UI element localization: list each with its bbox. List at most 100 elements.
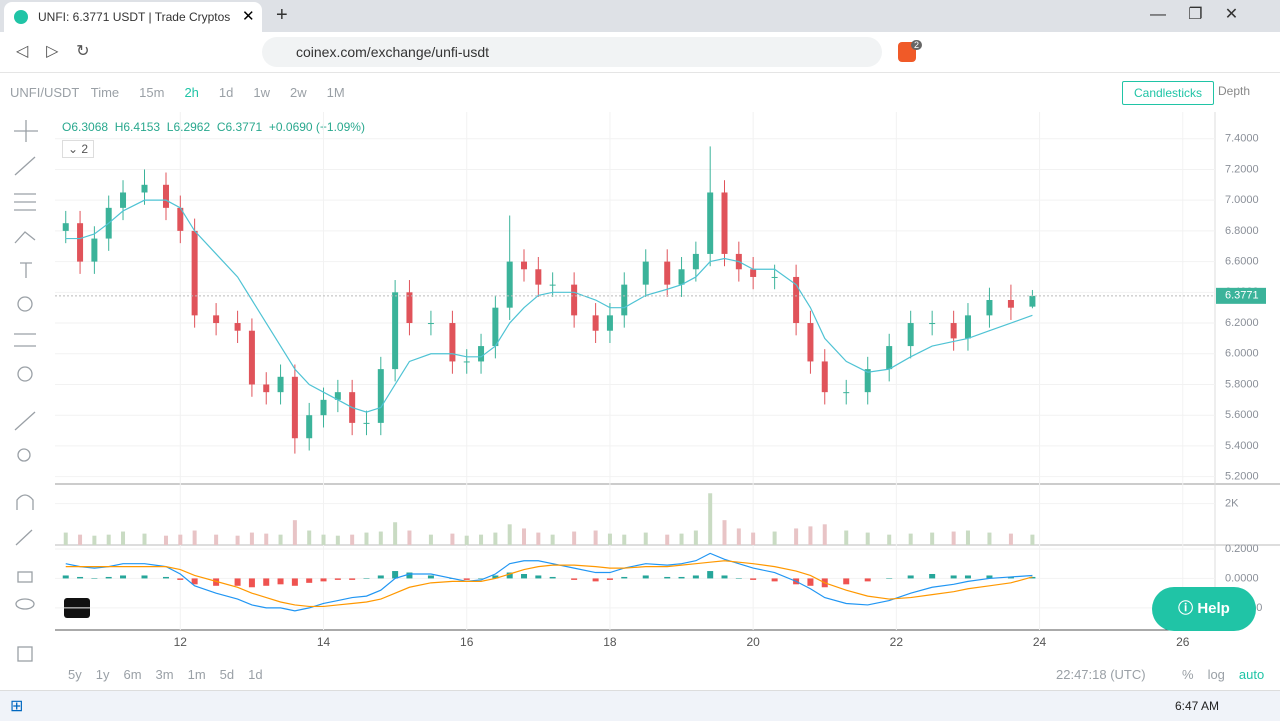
nav-buttons[interactable]: ◁ ▷ ↻ [16, 43, 90, 60]
candle-body [248, 330, 255, 385]
macd-hist-bar [363, 578, 370, 579]
interval[interactable]: 1M [326, 85, 345, 100]
macd-hist-bar [606, 578, 613, 580]
macd-hist-bar [950, 575, 957, 579]
indicator-line [65, 552, 1033, 612]
volume-bar [822, 524, 827, 545]
macd-hist-bar [571, 578, 578, 580]
candle-body [291, 376, 298, 439]
volume-bar [736, 528, 741, 545]
x-tick-label: 16 [460, 635, 474, 649]
view-depth[interactable]: Depth [1218, 84, 1251, 98]
candle-body [177, 207, 184, 231]
interval[interactable]: 15m [139, 85, 165, 100]
macd-hist-bar [664, 576, 671, 579]
macd-hist-bar [750, 578, 757, 580]
y-tick-label: 5.2000 [1225, 471, 1259, 483]
candle-body [521, 261, 528, 270]
volume-bar [192, 530, 197, 545]
range[interactable]: 1y [95, 667, 110, 682]
interval[interactable]: 1w [253, 85, 270, 100]
candle-body [263, 384, 270, 393]
volume-bar [622, 534, 627, 545]
macd-hist-bar [549, 576, 556, 579]
indicator-toggle[interactable]: ⌄ 2 [62, 140, 95, 158]
candle-body [62, 223, 69, 231]
candle-body [621, 284, 628, 316]
range[interactable]: 5y [68, 667, 82, 682]
volume-bar [393, 522, 398, 545]
volume-bar [163, 535, 168, 545]
candle-body [807, 323, 814, 362]
candle-body [664, 261, 671, 285]
interval[interactable]: 2w [290, 85, 307, 100]
volume-bar [142, 533, 147, 545]
scale-option[interactable]: auto [1238, 667, 1265, 682]
macd-hist-bar [62, 575, 69, 579]
range[interactable]: 5d [219, 667, 235, 682]
volume-bar [693, 530, 698, 545]
candle-body [929, 323, 936, 325]
macd-hist-bar [120, 575, 127, 579]
interval[interactable]: Time [90, 85, 120, 100]
candle-body [392, 292, 399, 370]
candle-body [964, 315, 971, 339]
close-tab[interactable]: ✕ [242, 8, 255, 25]
volume-bar [951, 531, 956, 545]
macd-hist-bar [1007, 576, 1014, 579]
volume-bar [887, 534, 892, 545]
new-tab[interactable]: + [276, 4, 288, 26]
candle-body [592, 315, 599, 331]
window-controls[interactable]: — ❐ ✕ [1150, 6, 1239, 23]
macd-hist-bar [320, 578, 327, 582]
candle-body [843, 392, 850, 394]
last-price-box [1216, 287, 1266, 304]
macd-hist-bar [771, 578, 778, 582]
macd-hist-bar [277, 578, 284, 585]
chart-toolbar: UNFI/USDT Time 15m 2h 1d 1w 2w 1M [10, 85, 430, 105]
volume-bar [278, 534, 283, 545]
candle-body [91, 238, 98, 262]
candle-body [363, 422, 370, 424]
range[interactable]: 6m [123, 667, 142, 682]
macd-hist-bar [886, 578, 893, 579]
start[interactable]: ⊞ [10, 698, 24, 715]
macd-hist-bar [535, 575, 542, 579]
interval[interactable]: 2h [184, 85, 199, 100]
candle-body [793, 276, 800, 324]
scale-option[interactable]: log [1207, 667, 1225, 682]
candle-body [1007, 300, 1014, 308]
range[interactable]: 1m [187, 667, 206, 682]
y-tick-label: 2K [1225, 498, 1239, 510]
macd-hist-bar [478, 578, 485, 579]
view-candlesticks[interactable]: Candlesticks [1122, 81, 1214, 105]
range[interactable]: 3m [155, 667, 174, 682]
tab[interactable]: UNFI: 6.3771 USDT | Trade Cryptos Ea ✕ [4, 2, 262, 32]
y-tick-label: 6.6000 [1225, 256, 1259, 268]
volume-bar [178, 534, 183, 545]
macd-hist-bar [306, 578, 313, 583]
interval[interactable]: 1d [218, 85, 234, 100]
scale-option[interactable]: % [1182, 667, 1194, 682]
volume-bar [665, 534, 670, 545]
url-box[interactable]: coinex.com/exchange/unfi-usdt [262, 37, 882, 67]
help-label: Help [1197, 600, 1230, 617]
url: coinex.com/exchange/unfi-usdt [296, 44, 489, 60]
candle-body [213, 315, 220, 324]
range[interactable]: 1d [248, 667, 263, 682]
volume-bar [214, 534, 219, 545]
volume-bar [292, 520, 297, 545]
macd-hist-bar [91, 578, 98, 579]
macd-hist-bar [77, 576, 84, 579]
macd-hist-bar [964, 575, 971, 579]
macd-hist-bar [162, 576, 169, 579]
macd-hist-bar [291, 578, 298, 586]
candle-body [77, 223, 84, 262]
volume-bar [593, 530, 598, 545]
help-button[interactable]: ⓘ Help [1152, 587, 1256, 631]
candle-body [234, 323, 241, 331]
volume-bar [264, 533, 269, 545]
candle-body [771, 276, 778, 278]
tab-title: UNFI: 6.3771 USDT | Trade Cryptos Ea [38, 10, 233, 24]
